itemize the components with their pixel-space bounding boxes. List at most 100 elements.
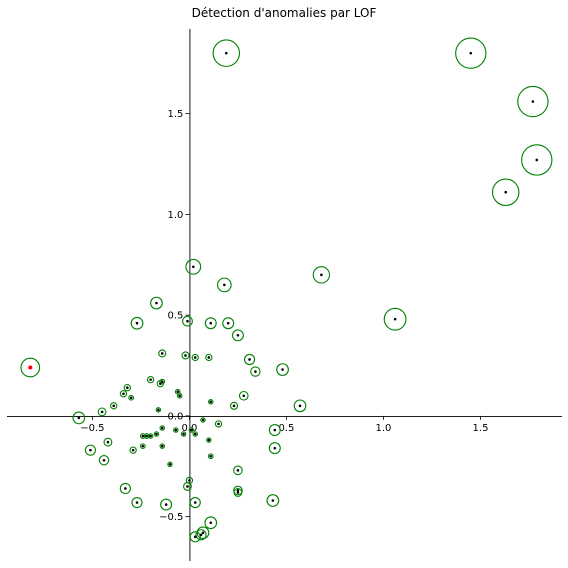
data-point	[176, 390, 180, 394]
data-point	[182, 432, 185, 436]
data-point	[236, 334, 240, 337]
lof-score-circle	[72, 411, 86, 425]
outlier-point	[28, 365, 33, 370]
data-point	[155, 432, 158, 436]
data-point	[160, 444, 164, 448]
y-tick-label: 0.0	[168, 411, 184, 422]
lof-score-circle	[155, 407, 162, 413]
lof-score-circle	[293, 399, 307, 413]
lof-score-circle	[212, 39, 241, 67]
data-point	[236, 491, 240, 494]
lof-score-circle	[196, 526, 210, 540]
data-point	[504, 190, 508, 194]
data-point	[209, 400, 213, 404]
data-point	[126, 386, 129, 389]
lof-score-circle	[167, 461, 173, 468]
lof-score-circle	[153, 431, 160, 437]
lof-score-circle	[189, 531, 201, 543]
lof-score-circle	[84, 444, 97, 456]
chart-title: Détection d'anomalies par LOF	[192, 6, 377, 20]
data-point	[193, 356, 197, 359]
data-point	[232, 404, 236, 408]
lof-score-circle	[268, 442, 281, 455]
data-point	[124, 487, 127, 490]
data-point	[160, 380, 164, 383]
data-point	[135, 501, 139, 504]
x-axis-ticks: −0.5 0.0 0.5 1.0 1.5	[80, 415, 489, 434]
data-point	[135, 321, 139, 325]
data-point	[242, 394, 246, 398]
data-point	[178, 394, 182, 398]
lof-score-circle	[189, 496, 201, 509]
lof-score-circle	[222, 317, 235, 330]
data-point	[254, 370, 257, 373]
data-point	[89, 448, 92, 452]
lof-score-circle	[521, 144, 553, 176]
lof-score-circle	[185, 258, 202, 275]
lof-score-circle	[250, 366, 261, 377]
lof-score-circle	[20, 357, 41, 378]
lof-score-circle	[159, 425, 165, 431]
data-point	[271, 499, 275, 502]
lof-score-circle	[233, 465, 243, 476]
lof-score-circle	[131, 496, 143, 509]
y-tick-label: −0.5	[159, 512, 183, 523]
data-point	[223, 283, 226, 287]
lof-score-circle	[97, 407, 107, 417]
lof-score-circle	[139, 443, 146, 450]
data-point	[186, 319, 189, 323]
x-tick-label: 0.5	[278, 423, 294, 434]
axes-spines	[7, 29, 562, 561]
lof-score-circle	[383, 307, 407, 331]
y-tick-label: 1.5	[168, 109, 184, 120]
lof-score-circle	[243, 353, 256, 366]
data-point	[209, 454, 213, 458]
data-point	[236, 489, 240, 492]
data-point	[273, 428, 277, 432]
lof-score-circle	[98, 455, 110, 466]
y-tick-label: 1.0	[168, 210, 184, 221]
data-point	[188, 479, 191, 482]
data-point	[112, 404, 116, 408]
data-point	[201, 531, 205, 535]
lof-score-circle	[188, 427, 195, 433]
data-point	[129, 396, 133, 400]
data-point	[393, 317, 397, 321]
x-tick-label: 1.0	[376, 423, 392, 434]
lof-score-circle	[103, 437, 113, 447]
lof-score-circle	[110, 402, 118, 410]
data-point	[224, 51, 228, 55]
lof-score-circle	[266, 494, 280, 507]
data-point	[298, 404, 302, 408]
data-points	[28, 51, 539, 539]
data-point	[531, 100, 535, 103]
lof-score-circle	[200, 417, 206, 423]
lof-score-circle	[183, 482, 192, 491]
data-point	[191, 265, 195, 269]
data-point	[102, 458, 106, 462]
data-point	[193, 535, 197, 539]
lof-score-circle	[207, 453, 214, 460]
data-point	[469, 51, 473, 55]
lof-score-circle	[182, 315, 193, 327]
lof-score-circle	[268, 424, 281, 436]
data-point	[209, 321, 213, 325]
data-point	[159, 382, 162, 385]
data-point	[160, 426, 164, 430]
data-point	[281, 368, 284, 371]
lof-score-circle	[130, 316, 144, 330]
data-point	[193, 432, 197, 436]
lof-score-circle	[147, 433, 154, 439]
data-point	[145, 434, 149, 438]
lof-score-circle	[517, 85, 549, 118]
data-point	[131, 448, 135, 452]
data-point	[149, 378, 152, 381]
data-point	[236, 469, 240, 472]
lof-score-circle	[173, 427, 179, 433]
data-point	[186, 485, 189, 488]
lof-score-circle	[204, 317, 217, 330]
data-point	[535, 158, 539, 162]
lof-score-circle	[312, 266, 331, 284]
x-tick-label: 1.5	[473, 423, 489, 434]
